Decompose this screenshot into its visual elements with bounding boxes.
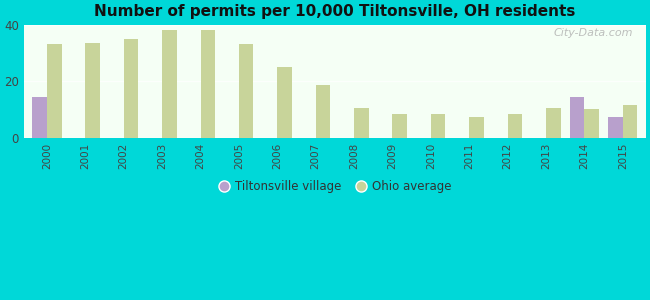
- Bar: [47, 44, 62, 138]
- Bar: [570, 97, 584, 138]
- Bar: [623, 105, 638, 138]
- Title: Number of permits per 10,000 Tiltonsville, OH residents: Number of permits per 10,000 Tiltonsvill…: [94, 4, 575, 19]
- Bar: [508, 114, 522, 138]
- Bar: [200, 30, 215, 138]
- Bar: [393, 114, 407, 138]
- Bar: [85, 43, 100, 138]
- Bar: [239, 44, 254, 138]
- Bar: [469, 116, 484, 138]
- Bar: [124, 39, 138, 138]
- Bar: [316, 85, 330, 138]
- Bar: [546, 108, 560, 138]
- Legend: Tiltonsville village, Ohio average: Tiltonsville village, Ohio average: [214, 175, 456, 197]
- Bar: [32, 97, 47, 138]
- Bar: [354, 108, 369, 138]
- Bar: [584, 110, 599, 138]
- Bar: [608, 116, 623, 138]
- Bar: [162, 30, 177, 138]
- Text: City-Data.com: City-Data.com: [554, 28, 633, 38]
- Bar: [278, 67, 292, 138]
- Bar: [431, 114, 445, 138]
